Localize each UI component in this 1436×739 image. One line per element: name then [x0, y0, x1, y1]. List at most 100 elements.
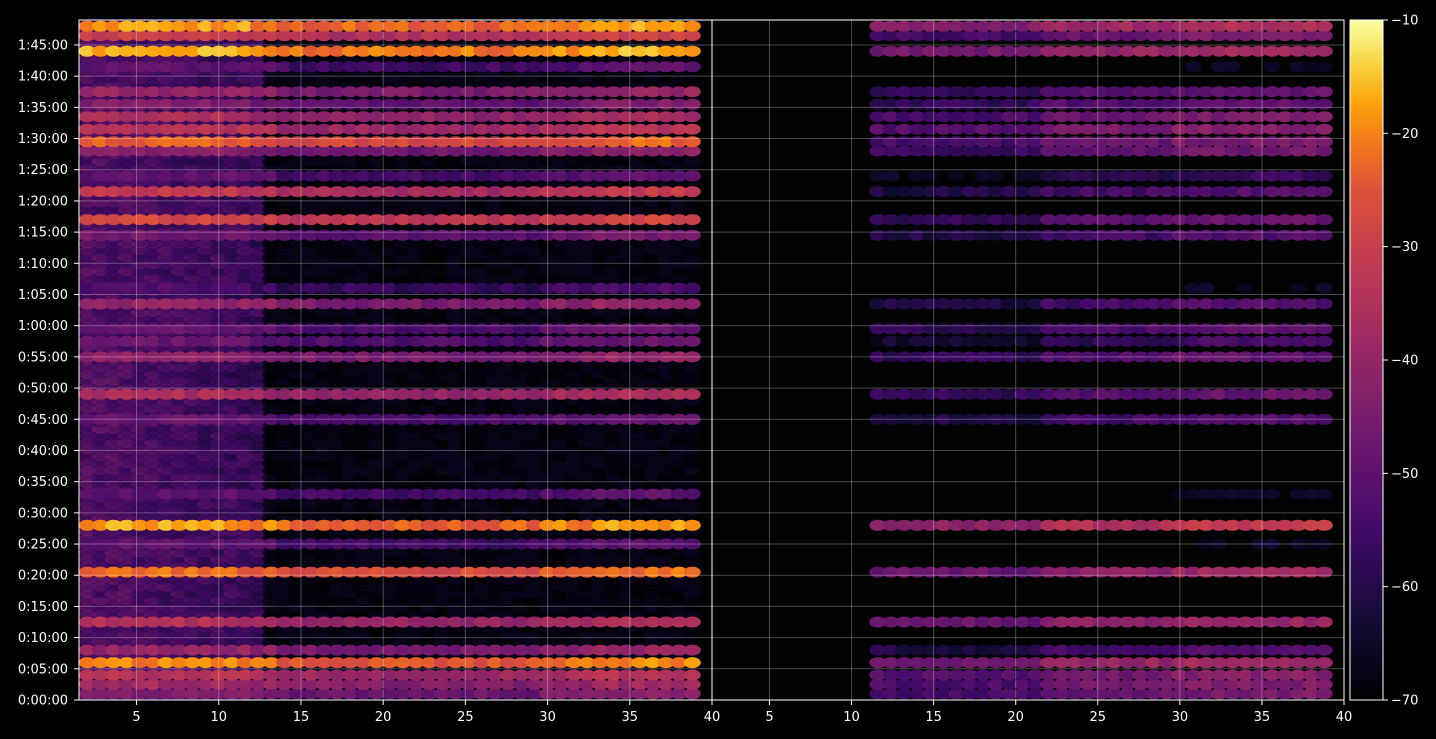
heat-cell	[433, 459, 452, 469]
heat-cell	[222, 465, 241, 475]
heat-cell	[354, 637, 373, 647]
heat-cell	[486, 507, 504, 517]
heat-cell	[499, 500, 518, 510]
heat-cell	[446, 596, 465, 606]
heat-cell	[262, 603, 281, 613]
heat-cell	[670, 603, 689, 613]
heat-cell	[262, 637, 281, 647]
heat-cell	[591, 575, 610, 585]
heat-cell	[657, 445, 675, 455]
heat-cell	[91, 637, 110, 647]
heat-cell	[459, 438, 478, 448]
heat-cell	[630, 630, 649, 640]
heat-cell	[683, 644, 701, 656]
heat-cell	[236, 548, 255, 558]
heat-cell	[512, 438, 531, 448]
heat-cell	[262, 630, 281, 640]
heat-cell	[512, 637, 531, 647]
heat-cell	[459, 603, 478, 613]
heat-cell	[499, 637, 518, 647]
heat-cell	[578, 582, 596, 592]
heat-cell	[236, 596, 255, 606]
heat-cell	[367, 438, 386, 448]
heat-cell	[380, 582, 399, 592]
heat-cell	[472, 438, 491, 448]
heat-cell	[341, 507, 360, 517]
heat-cell	[551, 459, 570, 469]
heat-cell	[630, 582, 649, 592]
heat-cell	[591, 479, 610, 489]
heat-cell	[683, 657, 701, 669]
heat-cell	[643, 548, 662, 558]
heat-cell	[249, 459, 268, 469]
heat-cell	[236, 452, 255, 462]
heat-cell	[393, 452, 412, 462]
heat-cell	[591, 630, 610, 640]
heat-cell	[578, 452, 596, 462]
heat-cell	[222, 445, 241, 455]
heat-cell	[499, 596, 518, 606]
heat-cell	[538, 555, 557, 565]
heat-cell	[499, 452, 518, 462]
heat-cell	[604, 610, 623, 619]
heat-cell	[670, 575, 689, 585]
heat-cell	[551, 610, 570, 619]
heat-cell	[209, 500, 228, 510]
heat-cell	[170, 610, 189, 619]
heat-cell	[551, 555, 570, 565]
heat-cell	[79, 445, 97, 455]
heat-cell	[315, 472, 333, 482]
heat-cell	[354, 575, 373, 585]
heat-cell	[222, 610, 241, 619]
heat-cell	[512, 630, 531, 640]
heat-cell	[683, 589, 702, 599]
heat-cell	[288, 582, 307, 592]
heat-cell	[617, 589, 636, 599]
heat-cell	[643, 630, 662, 640]
heat-cell	[512, 555, 531, 565]
heat-cell	[657, 637, 675, 647]
heat-cell	[420, 479, 439, 489]
heat-cell	[512, 500, 531, 510]
heat-cell	[222, 459, 241, 469]
heat-cell	[341, 465, 360, 475]
heat-cell	[643, 438, 662, 448]
heat-cell	[315, 465, 333, 475]
heat-cell	[459, 610, 478, 619]
heat-cell	[551, 637, 570, 647]
heat-cell	[104, 548, 123, 558]
heat-cell	[341, 596, 360, 606]
heat-cell	[420, 438, 439, 448]
heat-cell	[262, 575, 281, 585]
heat-cell	[420, 452, 439, 462]
heat-cell	[117, 459, 136, 469]
heat-cell	[367, 589, 386, 599]
heat-cell	[301, 472, 320, 482]
heat-cell	[512, 610, 531, 619]
heat-cell	[420, 582, 439, 592]
heat-cell	[564, 582, 583, 592]
heat-cell	[486, 445, 504, 455]
heat-cell	[275, 603, 294, 613]
heat-cell	[183, 596, 202, 606]
heat-cell	[446, 465, 465, 475]
heat-cell	[486, 452, 504, 462]
heat-cell	[407, 555, 426, 565]
heat-cell	[525, 603, 544, 613]
heat-cell	[130, 637, 149, 647]
heat-cell	[130, 548, 149, 558]
heat-cell	[328, 500, 347, 510]
heat-cell	[564, 596, 583, 606]
heat-cell	[315, 445, 333, 455]
heat-cell	[683, 555, 702, 565]
heat-cell	[617, 548, 636, 558]
heat-cell	[407, 500, 426, 510]
heat-cell	[183, 610, 202, 619]
heat-cell	[525, 575, 544, 585]
heat-cell	[328, 479, 347, 489]
heat-cell	[117, 452, 136, 462]
heat-cell	[525, 610, 544, 619]
heat-cell	[380, 548, 399, 558]
heat-cell	[393, 548, 412, 558]
heat-cell	[170, 459, 189, 469]
